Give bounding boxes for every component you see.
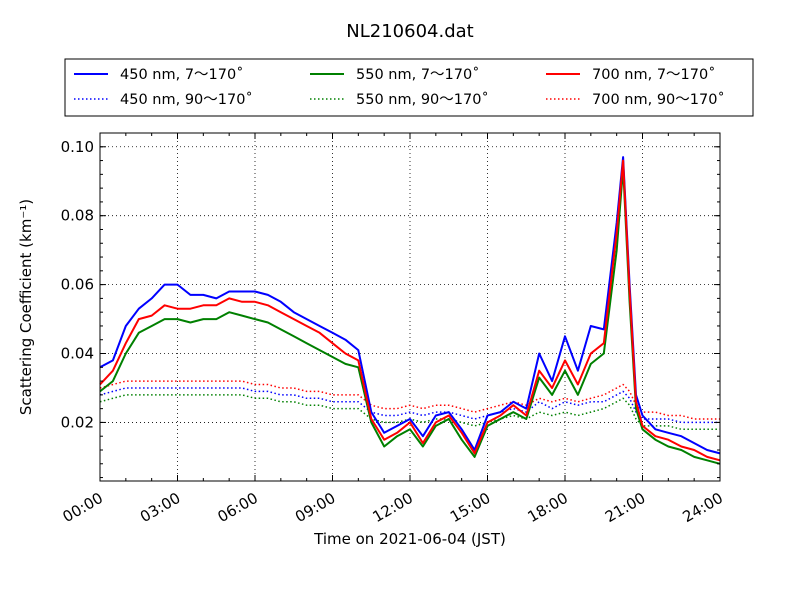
chart-title: NL210604.dat (346, 21, 473, 42)
x-tick-label: 09:00 (292, 489, 338, 526)
x-tick-label: 21:00 (602, 489, 648, 526)
y-axis-label: Scattering Coefficient (km⁻¹) (17, 199, 35, 415)
legend: 450 nm, 7～170˚ 550 nm, 7～170˚ 700 nm, 7～17… (74, 66, 725, 108)
x-axis-label: Time on 2021-06-04 (JST) (313, 530, 506, 548)
x-tick-label: 12:00 (370, 489, 416, 526)
y-tick-label: 0.02 (61, 413, 94, 431)
y-tick-label: 0.06 (61, 276, 94, 294)
legend-label: 450 nm, 7～170˚ (120, 66, 243, 83)
x-tick-label: 06:00 (215, 489, 261, 526)
legend-label: 550 nm, 90～170˚ (356, 91, 489, 108)
x-tick-label: 24:00 (680, 489, 726, 526)
legend-label: 550 nm, 7～170˚ (356, 66, 479, 83)
y-tick-label: 0.08 (61, 207, 94, 225)
x-tick-label: 03:00 (137, 489, 183, 526)
series-line-450-nm-90-170- (99, 387, 720, 424)
legend-label: 700 nm, 90～170˚ (592, 91, 725, 108)
series-line-550-nm-90-170- (99, 394, 720, 431)
legend-label: 450 nm, 90～170˚ (120, 91, 253, 108)
series-line-700-nm-7-170- (99, 159, 721, 462)
legend-box (64, 58, 754, 117)
axes: 00:00 03:00 06:00 09:00 12:00 15:00 18:00 21:00… (60, 133, 726, 526)
y-tick-label: 0.10 (61, 138, 94, 156)
x-tick-label: 15:00 (447, 489, 493, 526)
legend-label: 700 nm, 7～170˚ (592, 66, 715, 83)
x-tick-label: 18:00 (525, 489, 571, 526)
series-line-700-nm-90-170- (99, 380, 720, 420)
x-tick-label: 00:00 (60, 489, 106, 526)
y-tick-label: 0.04 (61, 345, 94, 363)
series-layer (99, 156, 721, 465)
